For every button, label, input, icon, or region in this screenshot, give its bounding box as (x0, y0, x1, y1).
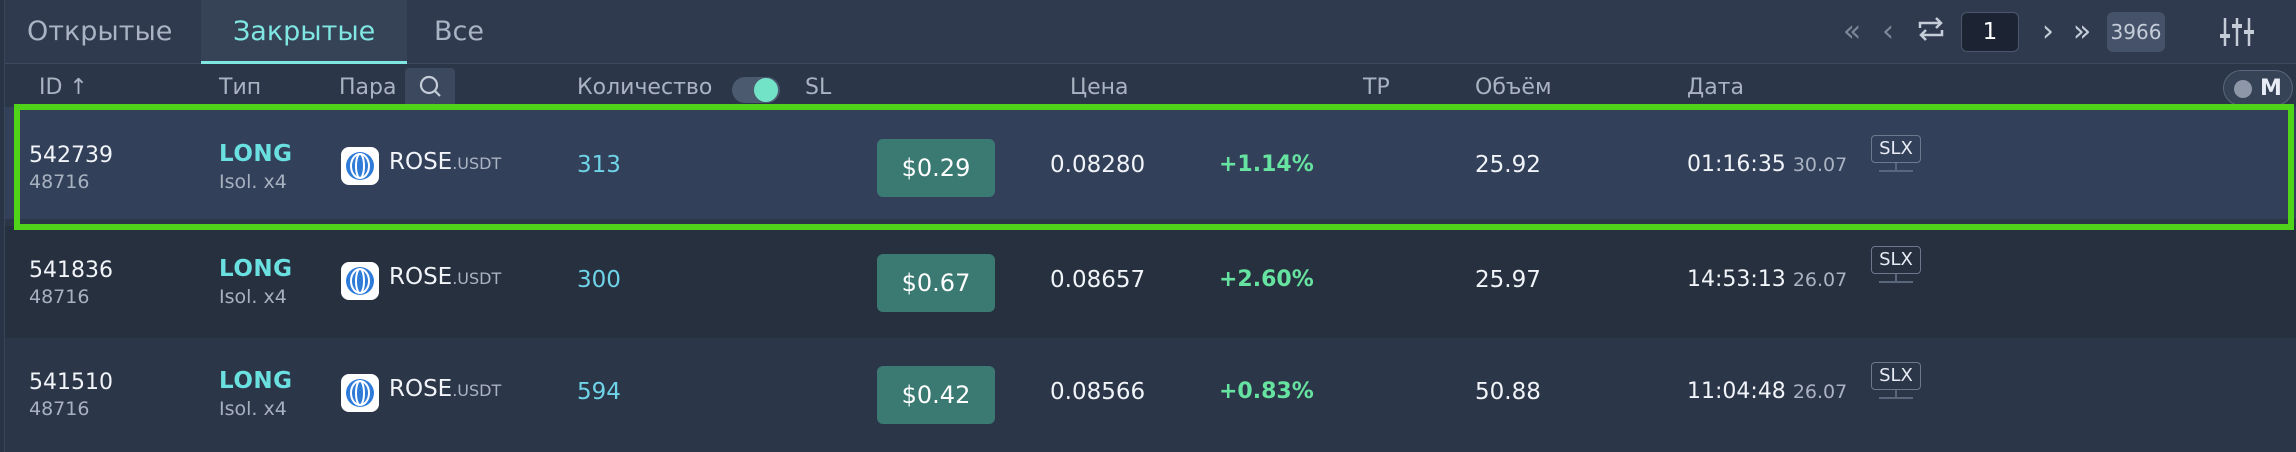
double-chevron-left-icon[interactable]: « (1842, 14, 1862, 49)
sliders-icon[interactable] (2217, 14, 2257, 50)
rose-coin-icon (341, 374, 379, 412)
sl-button[interactable]: $0.29 (877, 139, 995, 197)
trade-pair[interactable]: ROSE.USDT (389, 376, 501, 402)
column-date: Дата (1687, 75, 1744, 100)
tab-all[interactable]: Все (434, 16, 484, 47)
table-row[interactable]: 542739 48716 LONG Isol. x4 ROSE.USDT 313… (5, 107, 2296, 219)
sl-button[interactable]: $0.42 (877, 366, 995, 424)
table-row[interactable]: 541836 48716 LONG Isol. x4 ROSE.USDT 300… (5, 226, 2296, 338)
column-volume: Объём (1475, 75, 1552, 100)
trade-date: 14:53:13 26.07 (1687, 267, 1847, 292)
double-chevron-right-icon[interactable]: » (2072, 14, 2092, 49)
slx-stem (1895, 390, 1897, 398)
trade-day: 26.07 (1792, 381, 1848, 403)
mode-label: M (2260, 76, 2282, 101)
trade-change-pct: +2.60% (1219, 267, 1314, 292)
trade-quantity: 313 (577, 152, 621, 178)
trade-margin: Isol. x4 (219, 398, 287, 420)
trade-side: LONG (219, 141, 293, 167)
mode-dot (2234, 80, 2252, 98)
pair-base: ROSE (389, 376, 453, 402)
pair-quote: .USDT (452, 154, 502, 173)
pair-base: ROSE (389, 149, 453, 175)
trade-sub-id: 48716 (29, 398, 90, 420)
column-price: Цена (1070, 75, 1129, 100)
column-id[interactable]: ID ↑ (39, 75, 88, 100)
column-quantity: Количество (577, 75, 713, 100)
trade-pair[interactable]: ROSE.USDT (389, 149, 501, 175)
trade-volume: 50.88 (1475, 379, 1541, 405)
trade-date: 01:16:35 30.07 (1687, 152, 1847, 177)
trade-price: 0.08566 (1050, 379, 1146, 405)
trade-time: 14:53:13 (1687, 267, 1786, 292)
trade-date: 11:04:48 26.07 (1687, 379, 1847, 404)
tab-bar: Открытые Закрытые Все « ‹ › » 3966 (5, 0, 2296, 64)
pair-quote: .USDT (452, 381, 502, 400)
trade-side: LONG (219, 368, 293, 394)
slx-line (1879, 170, 1913, 172)
column-tp: TP (1363, 75, 1390, 100)
trade-quantity: 594 (577, 379, 621, 405)
rose-coin-icon (341, 147, 379, 185)
trade-change-pct: +1.14% (1219, 152, 1314, 177)
trade-id: 541510 (29, 370, 113, 395)
trade-volume: 25.92 (1475, 152, 1541, 178)
total-pages-badge: 3966 (2107, 12, 2165, 52)
trade-change-pct: +0.83% (1219, 379, 1314, 404)
trade-id: 541836 (29, 258, 113, 283)
trade-price: 0.08280 (1050, 152, 1146, 178)
trade-pair[interactable]: ROSE.USDT (389, 264, 501, 290)
trade-day: 26.07 (1792, 269, 1848, 291)
page-number-input[interactable] (1961, 12, 2019, 52)
pair-quote: .USDT (452, 269, 502, 288)
tab-open[interactable]: Открытые (27, 16, 173, 47)
trade-time: 01:16:35 (1687, 152, 1786, 177)
trade-sub-id: 48716 (29, 171, 90, 193)
trade-history-panel: Открытые Закрытые Все « ‹ › » 3966 (4, 0, 2296, 452)
pagination: « ‹ › » 3966 (1837, 0, 2296, 64)
trade-price: 0.08657 (1050, 267, 1146, 293)
trade-margin: Isol. x4 (219, 171, 287, 193)
pair-base: ROSE (389, 264, 453, 290)
slx-tag[interactable]: SLX (1871, 362, 1921, 390)
slx-line (1879, 281, 1913, 283)
slx-stem (1895, 163, 1897, 171)
trade-side: LONG (219, 256, 293, 282)
mode-toggle[interactable]: M (2223, 70, 2293, 106)
slx-tag[interactable]: SLX (1871, 135, 1921, 163)
trade-margin: Isol. x4 (219, 286, 287, 308)
repeat-icon[interactable] (1911, 14, 1951, 50)
trade-time: 11:04:48 (1687, 379, 1786, 404)
chevron-left-icon[interactable]: ‹ (1882, 14, 1894, 49)
quantity-toggle[interactable] (732, 77, 780, 103)
trade-sub-id: 48716 (29, 286, 90, 308)
sl-button[interactable]: $0.67 (877, 254, 995, 312)
column-pair: Пара (339, 75, 397, 100)
rose-coin-icon (341, 262, 379, 300)
chevron-right-icon[interactable]: › (2042, 14, 2054, 49)
table-row[interactable]: 541510 48716 LONG Isol. x4 ROSE.USDT 594… (5, 338, 2296, 450)
toggle-knob (754, 78, 778, 102)
trade-volume: 25.97 (1475, 267, 1541, 293)
slx-tag[interactable]: SLX (1871, 246, 1921, 274)
slx-line (1879, 397, 1913, 399)
trade-id: 542739 (29, 143, 113, 168)
search-icon[interactable] (405, 68, 455, 106)
table-header: ID ↑ Тип Пара Количество SL Цена TP Объё… (5, 65, 2296, 107)
trade-day: 30.07 (1792, 154, 1848, 176)
trade-quantity: 300 (577, 267, 621, 293)
column-sl: SL (805, 75, 832, 100)
column-type: Тип (219, 75, 262, 100)
tab-closed[interactable]: Закрытые (201, 0, 408, 64)
slx-stem (1895, 274, 1897, 282)
